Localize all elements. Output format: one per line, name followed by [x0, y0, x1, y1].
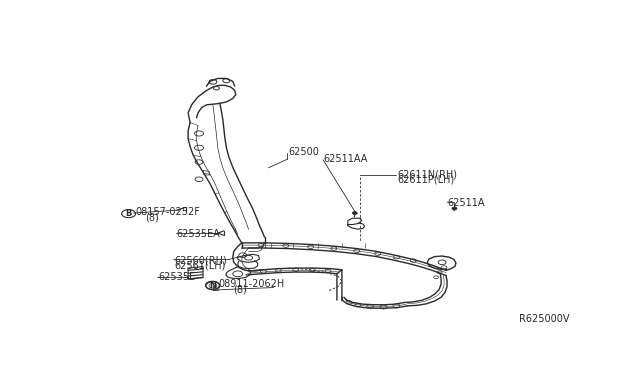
Text: 62560(RH): 62560(RH) [174, 255, 227, 265]
Text: 08157-0252F: 08157-0252F [136, 207, 200, 217]
Text: (8): (8) [233, 285, 246, 295]
Text: 62561(LH): 62561(LH) [174, 261, 226, 271]
Text: 62511A: 62511A [447, 198, 484, 208]
Text: 08911-2062H: 08911-2062H [218, 279, 284, 289]
Circle shape [452, 207, 457, 210]
Text: 62611P(LH): 62611P(LH) [397, 175, 454, 185]
Text: R625000V: R625000V [519, 314, 570, 324]
Text: 62535EA: 62535EA [177, 229, 220, 239]
Text: 62500: 62500 [288, 147, 319, 157]
Circle shape [352, 212, 357, 215]
Text: 62511AA: 62511AA [323, 154, 367, 164]
Text: N: N [209, 281, 216, 290]
Text: B: B [125, 209, 132, 218]
Text: (8): (8) [145, 213, 159, 223]
Text: 62535E: 62535E [158, 272, 195, 282]
Text: 62611N(RH): 62611N(RH) [397, 169, 458, 179]
